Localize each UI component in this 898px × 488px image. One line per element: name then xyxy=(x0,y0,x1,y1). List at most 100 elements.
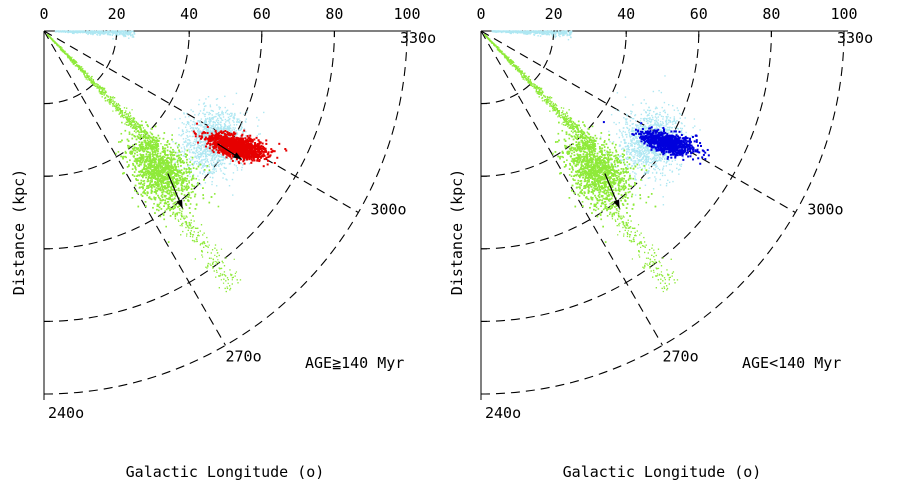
background-point xyxy=(207,118,208,119)
green-point xyxy=(90,78,91,79)
background-point xyxy=(226,120,227,121)
background-point xyxy=(196,139,197,140)
green-point xyxy=(169,210,171,212)
green-point xyxy=(221,279,222,280)
background-point xyxy=(189,131,190,132)
background-point xyxy=(204,128,205,129)
green-point xyxy=(215,261,216,262)
green-point xyxy=(178,175,180,177)
green-point xyxy=(141,121,143,123)
green-point xyxy=(206,246,207,247)
green-point xyxy=(178,221,179,222)
background-point xyxy=(193,141,194,142)
background-point xyxy=(132,31,133,32)
green-point xyxy=(153,172,155,174)
background-point xyxy=(234,127,235,128)
background-point xyxy=(219,116,220,117)
green-point xyxy=(214,248,215,249)
background-point xyxy=(204,102,205,103)
background-point xyxy=(210,153,211,154)
background-point xyxy=(215,154,216,155)
green-point xyxy=(174,175,176,177)
background-point xyxy=(198,104,199,105)
background-point xyxy=(206,112,207,113)
background-point xyxy=(205,152,206,153)
green-point xyxy=(179,208,181,210)
green-point xyxy=(142,177,144,179)
green-point xyxy=(178,190,180,192)
green-point xyxy=(178,149,180,151)
green-point xyxy=(153,142,154,143)
green-point xyxy=(112,98,113,99)
background-point xyxy=(132,34,133,35)
background-point xyxy=(184,146,185,147)
green-point xyxy=(156,190,158,192)
green-point xyxy=(197,241,198,242)
background-point xyxy=(232,127,233,128)
green-point xyxy=(229,289,230,290)
green-point xyxy=(191,222,192,223)
green-point xyxy=(157,205,159,207)
green-point xyxy=(209,263,210,264)
green-point xyxy=(139,124,140,125)
background-point xyxy=(197,136,198,137)
green-point xyxy=(171,161,173,163)
green-point xyxy=(139,144,141,146)
background-point xyxy=(187,136,188,137)
background-point xyxy=(215,163,216,164)
background-point xyxy=(185,140,186,141)
green-point xyxy=(129,112,130,113)
background-point xyxy=(196,151,197,152)
background-point xyxy=(221,164,222,165)
background-point xyxy=(192,111,193,112)
green-point xyxy=(207,241,208,242)
background-point xyxy=(185,132,186,133)
green-point xyxy=(188,227,189,228)
background-point xyxy=(210,104,211,105)
green-point xyxy=(162,167,164,169)
background-point xyxy=(182,129,183,130)
green-point xyxy=(192,215,194,217)
background-point xyxy=(223,116,224,117)
background-point xyxy=(216,129,217,130)
green-point xyxy=(153,159,155,161)
background-point xyxy=(199,148,200,149)
background-point xyxy=(177,152,178,153)
background-point xyxy=(183,155,184,156)
green-point xyxy=(232,279,233,280)
green-point xyxy=(128,121,129,122)
background-point xyxy=(214,159,215,160)
green-point xyxy=(236,271,237,272)
background-point xyxy=(116,31,117,32)
green-point xyxy=(180,154,182,156)
background-point xyxy=(213,127,214,128)
background-point xyxy=(195,141,196,142)
green-point xyxy=(191,220,192,221)
green-point xyxy=(131,122,132,123)
green-point xyxy=(133,149,135,151)
background-point xyxy=(240,112,241,113)
green-point xyxy=(197,228,198,229)
background-point xyxy=(203,153,204,154)
green-point xyxy=(126,124,127,125)
background-point xyxy=(187,143,188,144)
green-point xyxy=(218,206,220,208)
green-point xyxy=(136,139,138,141)
background-point xyxy=(203,110,204,111)
green-point xyxy=(186,168,188,170)
green-point xyxy=(164,169,166,171)
background-point xyxy=(239,120,240,121)
background-point xyxy=(218,124,219,125)
green-point xyxy=(83,72,84,73)
background-point xyxy=(241,127,242,128)
green-point xyxy=(219,255,220,256)
background-point xyxy=(210,155,211,156)
green-point xyxy=(137,206,139,208)
green-point xyxy=(162,193,164,195)
background-point xyxy=(234,114,235,115)
background-point xyxy=(242,164,243,165)
background-point xyxy=(203,123,204,124)
green-point xyxy=(136,121,137,122)
green-point xyxy=(193,167,195,169)
green-point xyxy=(187,196,189,198)
